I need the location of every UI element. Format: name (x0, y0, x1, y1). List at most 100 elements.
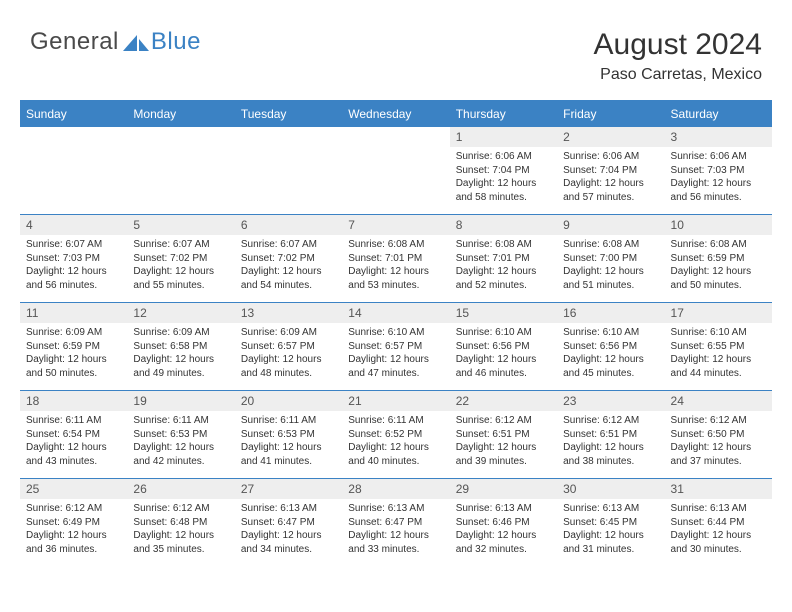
day-number: 29 (450, 479, 557, 499)
day-number: 7 (342, 215, 449, 235)
calendar-cell: 7Sunrise: 6:08 AMSunset: 7:01 PMDaylight… (342, 215, 449, 303)
calendar-cell: 19Sunrise: 6:11 AMSunset: 6:53 PMDayligh… (127, 391, 234, 479)
day-number: 21 (342, 391, 449, 411)
calendar-cell: 1Sunrise: 6:06 AMSunset: 7:04 PMDaylight… (450, 127, 557, 215)
logo-text-blue: Blue (151, 28, 201, 56)
calendar-cell: 2Sunrise: 6:06 AMSunset: 7:04 PMDaylight… (557, 127, 664, 215)
calendar-body: 1Sunrise: 6:06 AMSunset: 7:04 PMDaylight… (20, 127, 772, 567)
day-info: Sunrise: 6:08 AMSunset: 7:00 PMDaylight:… (557, 235, 664, 296)
calendar-cell: 17Sunrise: 6:10 AMSunset: 6:55 PMDayligh… (665, 303, 772, 391)
day-number: 23 (557, 391, 664, 411)
day-number: 22 (450, 391, 557, 411)
calendar-table: Sunday Monday Tuesday Wednesday Thursday… (20, 100, 772, 567)
day-number: 10 (665, 215, 772, 235)
day-info: Sunrise: 6:08 AMSunset: 7:01 PMDaylight:… (450, 235, 557, 296)
day-info: Sunrise: 6:06 AMSunset: 7:04 PMDaylight:… (450, 147, 557, 208)
calendar-cell: 31Sunrise: 6:13 AMSunset: 6:44 PMDayligh… (665, 479, 772, 567)
day-info: Sunrise: 6:10 AMSunset: 6:57 PMDaylight:… (342, 323, 449, 384)
month-title: August 2024 (594, 28, 762, 62)
calendar-cell: 14Sunrise: 6:10 AMSunset: 6:57 PMDayligh… (342, 303, 449, 391)
calendar-cell: 21Sunrise: 6:11 AMSunset: 6:52 PMDayligh… (342, 391, 449, 479)
calendar-cell: 15Sunrise: 6:10 AMSunset: 6:56 PMDayligh… (450, 303, 557, 391)
day-number: 19 (127, 391, 234, 411)
day-info: Sunrise: 6:11 AMSunset: 6:52 PMDaylight:… (342, 411, 449, 472)
day-header: Friday (557, 101, 664, 127)
calendar-cell: 18Sunrise: 6:11 AMSunset: 6:54 PMDayligh… (20, 391, 127, 479)
day-header: Tuesday (235, 101, 342, 127)
day-number: 25 (20, 479, 127, 499)
day-number: 11 (20, 303, 127, 323)
day-header: Monday (127, 101, 234, 127)
day-info: Sunrise: 6:13 AMSunset: 6:47 PMDaylight:… (342, 499, 449, 560)
day-info: Sunrise: 6:09 AMSunset: 6:59 PMDaylight:… (20, 323, 127, 384)
calendar-cell: 9Sunrise: 6:08 AMSunset: 7:00 PMDaylight… (557, 215, 664, 303)
calendar-cell: 23Sunrise: 6:12 AMSunset: 6:51 PMDayligh… (557, 391, 664, 479)
calendar-cell (342, 127, 449, 215)
day-number: 16 (557, 303, 664, 323)
calendar-cell: 30Sunrise: 6:13 AMSunset: 6:45 PMDayligh… (557, 479, 664, 567)
day-info: Sunrise: 6:11 AMSunset: 6:53 PMDaylight:… (127, 411, 234, 472)
day-number: 3 (665, 127, 772, 147)
calendar-row: 11Sunrise: 6:09 AMSunset: 6:59 PMDayligh… (20, 303, 772, 391)
calendar-header-row: Sunday Monday Tuesday Wednesday Thursday… (20, 101, 772, 127)
day-number: 2 (557, 127, 664, 147)
day-header: Thursday (450, 101, 557, 127)
logo-sail-icon (123, 33, 149, 53)
day-number: 14 (342, 303, 449, 323)
day-number: 8 (450, 215, 557, 235)
calendar-cell: 3Sunrise: 6:06 AMSunset: 7:03 PMDaylight… (665, 127, 772, 215)
day-number: 28 (342, 479, 449, 499)
day-info: Sunrise: 6:08 AMSunset: 7:01 PMDaylight:… (342, 235, 449, 296)
calendar-row: 18Sunrise: 6:11 AMSunset: 6:54 PMDayligh… (20, 391, 772, 479)
day-number: 26 (127, 479, 234, 499)
day-info: Sunrise: 6:06 AMSunset: 7:04 PMDaylight:… (557, 147, 664, 208)
day-number: 31 (665, 479, 772, 499)
day-info: Sunrise: 6:12 AMSunset: 6:51 PMDaylight:… (450, 411, 557, 472)
day-info: Sunrise: 6:12 AMSunset: 6:49 PMDaylight:… (20, 499, 127, 560)
day-info: Sunrise: 6:10 AMSunset: 6:56 PMDaylight:… (450, 323, 557, 384)
calendar-cell: 5Sunrise: 6:07 AMSunset: 7:02 PMDaylight… (127, 215, 234, 303)
calendar-cell: 6Sunrise: 6:07 AMSunset: 7:02 PMDaylight… (235, 215, 342, 303)
calendar-cell: 27Sunrise: 6:13 AMSunset: 6:47 PMDayligh… (235, 479, 342, 567)
day-info: Sunrise: 6:07 AMSunset: 7:02 PMDaylight:… (127, 235, 234, 296)
day-info: Sunrise: 6:09 AMSunset: 6:57 PMDaylight:… (235, 323, 342, 384)
calendar-row: 1Sunrise: 6:06 AMSunset: 7:04 PMDaylight… (20, 127, 772, 215)
day-info: Sunrise: 6:11 AMSunset: 6:53 PMDaylight:… (235, 411, 342, 472)
day-number: 18 (20, 391, 127, 411)
day-info: Sunrise: 6:09 AMSunset: 6:58 PMDaylight:… (127, 323, 234, 384)
day-number: 1 (450, 127, 557, 147)
calendar-cell: 12Sunrise: 6:09 AMSunset: 6:58 PMDayligh… (127, 303, 234, 391)
day-header: Saturday (665, 101, 772, 127)
day-info: Sunrise: 6:10 AMSunset: 6:55 PMDaylight:… (665, 323, 772, 384)
logo-text-general: General (30, 28, 119, 56)
calendar-cell: 13Sunrise: 6:09 AMSunset: 6:57 PMDayligh… (235, 303, 342, 391)
day-info: Sunrise: 6:10 AMSunset: 6:56 PMDaylight:… (557, 323, 664, 384)
day-number: 27 (235, 479, 342, 499)
calendar-cell: 29Sunrise: 6:13 AMSunset: 6:46 PMDayligh… (450, 479, 557, 567)
header: General Blue August 2024 Paso Carretas, … (0, 0, 792, 96)
calendar-cell: 24Sunrise: 6:12 AMSunset: 6:50 PMDayligh… (665, 391, 772, 479)
calendar-cell: 10Sunrise: 6:08 AMSunset: 6:59 PMDayligh… (665, 215, 772, 303)
day-number: 24 (665, 391, 772, 411)
day-number: 12 (127, 303, 234, 323)
location: Paso Carretas, Mexico (594, 66, 762, 84)
day-info: Sunrise: 6:13 AMSunset: 6:45 PMDaylight:… (557, 499, 664, 560)
day-info: Sunrise: 6:11 AMSunset: 6:54 PMDaylight:… (20, 411, 127, 472)
calendar-cell: 22Sunrise: 6:12 AMSunset: 6:51 PMDayligh… (450, 391, 557, 479)
day-header: Sunday (20, 101, 127, 127)
day-info: Sunrise: 6:13 AMSunset: 6:44 PMDaylight:… (665, 499, 772, 560)
day-info: Sunrise: 6:07 AMSunset: 7:03 PMDaylight:… (20, 235, 127, 296)
day-number: 4 (20, 215, 127, 235)
calendar-cell: 4Sunrise: 6:07 AMSunset: 7:03 PMDaylight… (20, 215, 127, 303)
day-number: 17 (665, 303, 772, 323)
calendar-cell: 16Sunrise: 6:10 AMSunset: 6:56 PMDayligh… (557, 303, 664, 391)
day-info: Sunrise: 6:08 AMSunset: 6:59 PMDaylight:… (665, 235, 772, 296)
day-number: 15 (450, 303, 557, 323)
calendar-row: 4Sunrise: 6:07 AMSunset: 7:03 PMDaylight… (20, 215, 772, 303)
day-info: Sunrise: 6:07 AMSunset: 7:02 PMDaylight:… (235, 235, 342, 296)
day-number: 5 (127, 215, 234, 235)
day-info: Sunrise: 6:12 AMSunset: 6:51 PMDaylight:… (557, 411, 664, 472)
day-info: Sunrise: 6:06 AMSunset: 7:03 PMDaylight:… (665, 147, 772, 208)
day-number: 30 (557, 479, 664, 499)
calendar-cell (235, 127, 342, 215)
